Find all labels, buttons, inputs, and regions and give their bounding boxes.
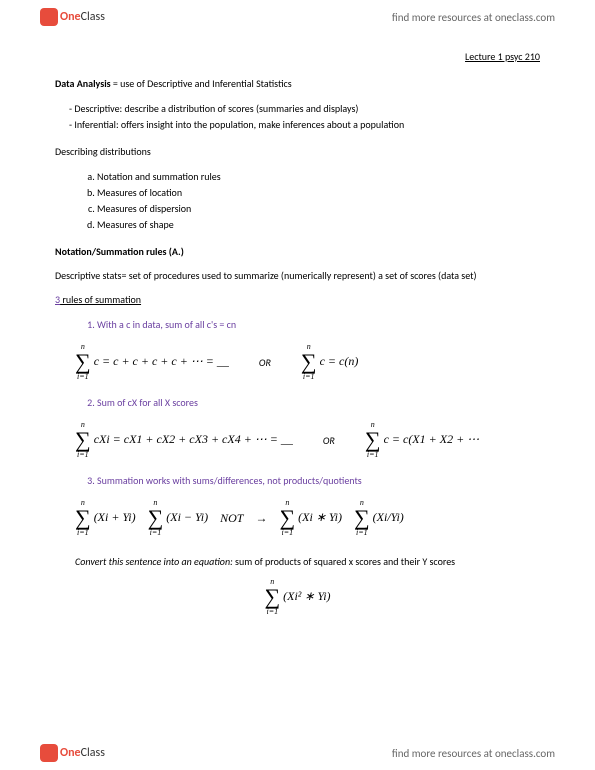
formula-part: n∑i=1 (Xi + Yi) [75,499,136,537]
formula-right: n∑i=1 c = c(n) [301,343,358,381]
distribution-aspects-list: Notation and summation rules Measures of… [55,169,540,233]
formula-convert: n∑i=1 (Xi² ∗ Yi) [55,578,540,616]
formula-text: (Xi + Yi) [94,510,136,524]
summation-rules-list: Sum of cX for all X scores [55,395,540,411]
logo: OneClass [40,744,105,762]
or-label: OR [323,434,335,447]
logo-icon [40,8,58,26]
rules-heading: 3 rules of summation [55,293,540,307]
formula-left: n∑i=1 cXi = cX1 + cX2 + cX3 + cX4 + ⋯ = … [75,421,293,459]
logo: OneClass [40,8,105,26]
header-link[interactable]: find more resources at oneclass.com [392,11,555,24]
list-item: Sum of cX for all X scores [97,395,540,411]
page-header: OneClass find more resources at oneclass… [0,0,595,34]
sigma-icon: n∑i=1 [75,343,91,381]
data-analysis-line: Data Analysis = use of Descriptive and I… [55,77,540,91]
data-analysis-rest: = use of Descriptive and Inferential Sta… [111,77,292,90]
formula-right: n∑i=1 c = c(X1 + X2 + ⋯ [365,421,479,459]
logo-text: OneClass [60,10,105,24]
formula-text: (Xi/Yi) [373,510,404,524]
formula-part: n∑i=1 (Xi ∗ Yi) [279,499,342,537]
formula-text: (Xi² ∗ Yi) [283,589,330,603]
sigma-icon: n∑i=1 [264,578,280,616]
summation-rules-list: Summation works with sums/differences, n… [55,473,540,489]
rules-heading-rest: rules of summation [60,293,141,306]
list-item: Summation works with sums/differences, n… [97,473,540,489]
sigma-icon: n∑i=1 [148,499,164,537]
sigma-icon: n∑i=1 [365,421,381,459]
sigma-icon: n∑i=1 [354,499,370,537]
formula-part: n∑i=1 (Xi/Yi) [354,499,404,537]
sigma-icon: n∑i=1 [279,499,295,537]
arrow-icon: → [255,511,267,526]
formula-rule1: n∑i=1 c = c + c + c + c + ⋯ = __ OR n∑i=… [75,343,540,381]
list-item: Measures of shape [97,217,540,233]
logo-one: One [60,10,81,24]
logo-class: Class [81,746,105,760]
page-footer: OneClass find more resources at oneclass… [0,736,595,770]
logo-icon [40,744,58,762]
formula-rule2: n∑i=1 cXi = cX1 + cX2 + cX3 + cX4 + ⋯ = … [75,421,540,459]
or-label: OR [259,356,271,369]
footer-link[interactable]: find more resources at oneclass.com [392,747,555,760]
not-label: NOT [220,511,243,526]
formula-rule3: n∑i=1 (Xi + Yi) n∑i=1 (Xi − Yi) NOT → n∑… [75,499,540,537]
document-body: Lecture 1 psyc 210 Data Analysis = use o… [0,0,595,676]
describing-heading: Describing distributions [55,145,540,159]
sigma-icon: n∑i=1 [301,343,317,381]
formula-text: c = c + c + c + c + ⋯ = __ [94,354,229,368]
list-item: With a c in data, sum of all c's = cn [97,317,540,333]
list-item: Measures of location [97,185,540,201]
analysis-types-list: Descriptive: describe a distribution of … [55,101,540,133]
sigma-icon: n∑i=1 [75,499,91,537]
list-item: Notation and summation rules [97,169,540,185]
formula-text: (Xi ∗ Yi) [298,510,342,524]
list-item: Descriptive: describe a distribution of … [83,101,540,117]
lecture-title: Lecture 1 psyc 210 [55,50,540,63]
logo-class: Class [81,10,105,24]
list-item: Measures of dispersion [97,201,540,217]
formula-text: c = c(n) [320,354,359,368]
formula-text: (Xi − Yi) [166,510,208,524]
convert-rest: sum of products of squared x scores and … [233,555,455,568]
list-item: Inferential: offers insight into the pop… [83,117,540,133]
data-analysis-label: Data Analysis [55,77,111,90]
sigma-icon: n∑i=1 [75,421,91,459]
logo-text: OneClass [60,746,105,760]
notation-heading: Notation/Summation rules (A.) [55,245,540,259]
summation-rules-list: With a c in data, sum of all c's = cn [55,317,540,333]
formula-text: c = c(X1 + X2 + ⋯ [384,432,480,446]
descriptive-stats-line: Descriptive stats= set of procedures use… [55,269,540,283]
convert-sentence: Convert this sentence into an equation: … [75,555,540,568]
formula-part: n∑i=1 (Xi − Yi) [148,499,209,537]
convert-italic: Convert this sentence into an equation: [75,555,233,568]
logo-one: One [60,746,81,760]
formula-text: cXi = cX1 + cX2 + cX3 + cX4 + ⋯ = __ [94,432,293,446]
formula-left: n∑i=1 c = c + c + c + c + ⋯ = __ [75,343,229,381]
